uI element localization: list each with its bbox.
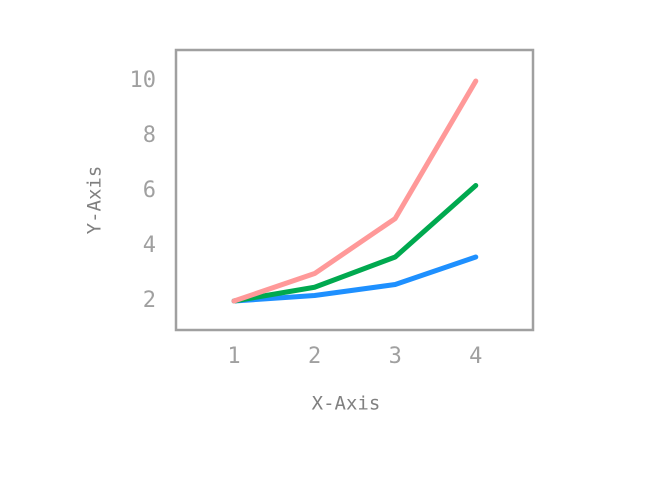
x-tick-label: 1: [227, 344, 240, 369]
y-tick-label: 2: [143, 288, 156, 313]
x-tick-label: 4: [469, 344, 482, 369]
x-tick-label: 3: [389, 344, 402, 369]
y-tick-label: 6: [143, 178, 156, 203]
y-tick-label: 4: [143, 233, 156, 258]
data-line: [231, 78, 479, 304]
x-tick-label: 2: [308, 344, 321, 369]
plot-frame: [174, 48, 535, 332]
x-axis-label: X-Axis: [312, 393, 381, 415]
y-tick-label: 10: [130, 68, 157, 93]
y-tick-label: 8: [143, 123, 156, 148]
data-line: [231, 183, 479, 304]
y-axis-label: Y-Axis: [84, 166, 106, 235]
data-line: [231, 254, 479, 304]
